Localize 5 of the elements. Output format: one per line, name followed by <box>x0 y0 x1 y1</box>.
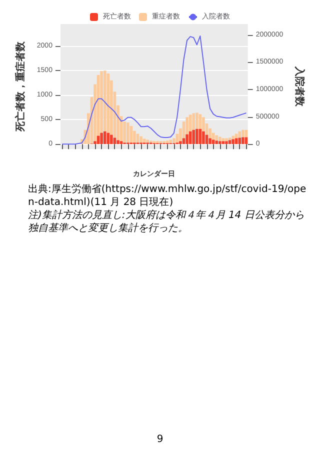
y2-axis-title: 入院者数 <box>294 66 306 108</box>
text: 9 <box>156 434 164 445</box>
y-axis-title: 死亡者数，重症者数 <box>14 40 26 132</box>
source-note: 出典:厚生労働省(https://www.mhlw.go.jp/stf/covid-19/open-data.html)(11 月 28 日現在) <box>28 183 308 209</box>
text: 注)集計方法の見直し:大阪府は令和４年４月 14 日公表分から独自基準へと変更し集計を行った。 <box>28 209 306 235</box>
